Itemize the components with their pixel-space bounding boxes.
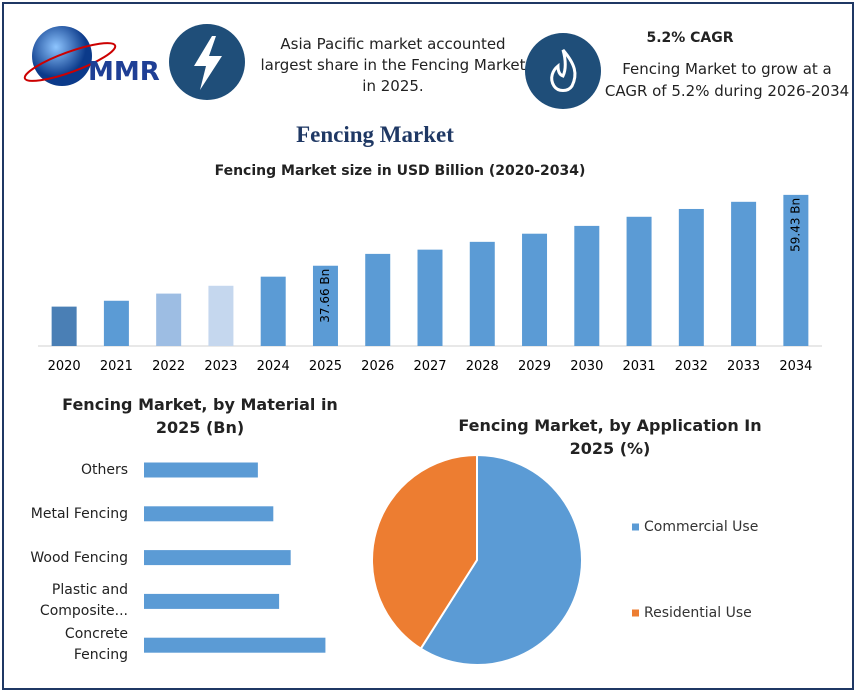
flame — [550, 49, 577, 92]
data-label: 59.43 Bn — [788, 198, 802, 252]
bar — [469, 241, 495, 346]
logo-orbit — [23, 42, 117, 82]
bar — [678, 208, 704, 346]
icon-flame — [525, 33, 601, 109]
legend-marker — [632, 523, 639, 531]
bar — [144, 462, 258, 478]
header-text: Asia Pacific market accounted largest sh… — [260, 35, 526, 95]
x-tick-label: 2028 — [466, 359, 499, 374]
bar — [626, 216, 652, 346]
legend-label: Commercial Use — [644, 519, 758, 535]
pie-slice — [419, 453, 583, 666]
bar — [783, 194, 809, 346]
x-tick-label: 2032 — [675, 359, 708, 374]
pie-slice — [371, 453, 478, 651]
x-tick-label: 2026 — [361, 359, 394, 374]
bar — [51, 306, 77, 346]
cagr-text: Fencing Market to grow at a CAGR of 5.2%… — [604, 60, 850, 100]
legend-label: Residential Use — [644, 605, 752, 621]
chart-title: Fencing Market, by Application In 2025 (… — [458, 416, 762, 458]
logo-globe — [32, 26, 92, 86]
x-tick-label: 2031 — [623, 359, 656, 374]
bar — [103, 300, 129, 346]
data-label: 37.66 Bn — [318, 269, 332, 323]
logo-text: MMR — [88, 57, 160, 87]
bar — [312, 265, 338, 346]
x-tick-label: 2021 — [100, 359, 133, 374]
bar — [574, 225, 600, 346]
bar — [522, 233, 548, 346]
bar — [365, 253, 391, 346]
x-tick-label: 2030 — [570, 359, 603, 374]
bar — [156, 293, 182, 346]
bar — [144, 637, 326, 653]
main-title: Fencing Market — [296, 122, 454, 147]
x-tick-label: 2024 — [257, 359, 290, 374]
legend-marker — [632, 609, 639, 617]
bar — [208, 285, 234, 346]
chart-title: Fencing Market, by Material in 2025 (Bn) — [62, 395, 338, 437]
cagr-title: 5.2% CAGR — [646, 30, 734, 46]
x-tick-label: 2033 — [727, 359, 760, 374]
bolt — [194, 36, 222, 90]
bar — [144, 593, 280, 609]
bar — [144, 506, 274, 522]
chart-title: Fencing Market size in USD Billion (2020… — [214, 163, 586, 179]
y-tick-label: Others — [80, 462, 128, 478]
bar — [417, 249, 443, 346]
y-tick-label: Metal Fencing — [30, 505, 128, 522]
y-tick-label: Concrete Fencing — [64, 626, 128, 664]
x-tick-label: 2020 — [48, 359, 81, 374]
bar — [731, 201, 757, 346]
y-tick-label: Wood Fencing — [30, 549, 128, 566]
bar — [260, 276, 286, 346]
bar — [144, 550, 291, 566]
y-tick-label: Plastic and Composite... — [39, 582, 128, 620]
x-tick-label: 2022 — [152, 359, 185, 374]
x-tick-label: 2034 — [779, 359, 812, 374]
x-tick-label: 2029 — [518, 359, 551, 374]
x-tick-label: 2023 — [204, 359, 237, 374]
x-tick-label: 2027 — [413, 359, 446, 374]
x-tick-label: 2025 — [309, 359, 342, 374]
